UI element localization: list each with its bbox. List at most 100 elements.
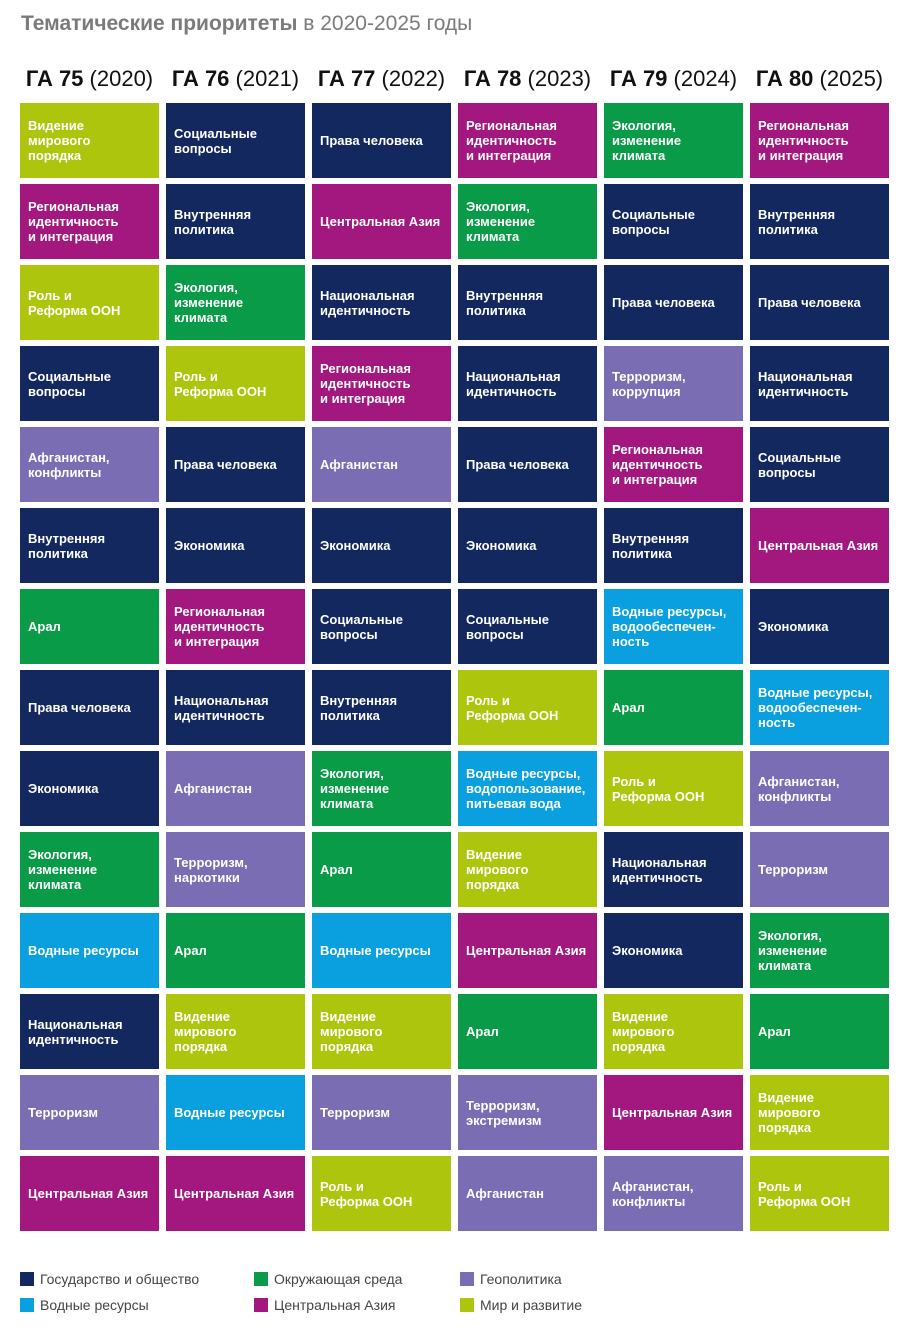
priority-cell: Социальные вопросы (312, 589, 451, 664)
priority-cell: Терроризм, экстремизм (458, 1075, 597, 1150)
priority-cell: Водные ресурсы, водообеспечен- ность (604, 589, 743, 664)
priority-cell: Видение мирового порядка (458, 832, 597, 907)
priority-cell: Экономика (166, 508, 305, 583)
priority-cell: Афганистан, конфликты (20, 427, 159, 502)
priority-cell: Центральная Азия (458, 913, 597, 988)
priority-cell: Водные ресурсы (166, 1075, 305, 1150)
column-header-session: ГА 75 (25, 66, 84, 91)
priority-cell: Права человека (312, 103, 451, 178)
legend-item: Центральная Азия (254, 1292, 460, 1318)
column-header-year: (2023) (521, 66, 592, 91)
priority-cell: Видение мирового порядка (20, 103, 159, 178)
priority-cell: Центральная Азия (312, 184, 451, 259)
priority-cell: Видение мирового порядка (312, 994, 451, 1069)
priority-cell: Права человека (458, 427, 597, 502)
priority-cell: Роль и Реформа ООН (458, 670, 597, 745)
column-header-year: (2025) (813, 66, 884, 91)
column-header-session: ГА 80 (755, 66, 814, 91)
priority-cell: Национальная идентичность (604, 832, 743, 907)
priority-cell: Экология, изменение климата (604, 103, 743, 178)
column-header-session: ГА 77 (317, 66, 376, 91)
page-title: Тематические приоритеты в 2020-2025 годы (21, 12, 472, 36)
priority-cell: Права человека (750, 265, 889, 340)
priority-cell: Видение мирового порядка (604, 994, 743, 1069)
legend-label: Центральная Азия (274, 1297, 396, 1313)
priority-cell: Региональная идентичность и интеграция (20, 184, 159, 259)
legend-item: Мир и развитие (460, 1292, 660, 1318)
priority-cell: Видение мирового порядка (166, 994, 305, 1069)
priority-cell: Терроризм (20, 1075, 159, 1150)
column-header: ГА 75 (2020) (20, 66, 159, 92)
priority-cell: Права человека (166, 427, 305, 502)
priority-cell: Арал (312, 832, 451, 907)
priority-cell: Социальные вопросы (750, 427, 889, 502)
column-headers: ГА 75 (2020) ГА 76 (2021) ГА 77 (2022) ГА 7… (20, 66, 889, 92)
legend-swatch (20, 1298, 34, 1312)
priority-cell: Афганистан (458, 1156, 597, 1231)
legend-item: Государство и общество (20, 1266, 254, 1292)
priority-cell: Роль и Реформа ООН (20, 265, 159, 340)
column-header-year: (2024) (667, 66, 738, 91)
priority-cell: Арал (750, 994, 889, 1069)
priority-cell: Арал (458, 994, 597, 1069)
priority-cell: Национальная идентичность (166, 670, 305, 745)
legend-item: Водные ресурсы (20, 1292, 254, 1318)
priority-cell: Права человека (20, 670, 159, 745)
priority-cell: Арал (604, 670, 743, 745)
priority-cell: Терроризм (750, 832, 889, 907)
priority-cell: Экономика (20, 751, 159, 826)
priority-cell: Афганистан (312, 427, 451, 502)
legend-item: Окружающая среда (254, 1266, 460, 1292)
column-header-session: ГА 76 (171, 66, 230, 91)
priority-cell: Внутренняя политика (20, 508, 159, 583)
priority-cell: Региональная идентичность и интеграция (312, 346, 451, 421)
priority-cell: Роль и Реформа ООН (750, 1156, 889, 1231)
column-header-session: ГА 78 (463, 66, 522, 91)
priority-cell: Экономика (312, 508, 451, 583)
page-title-rest: в 2020-2025 годы (297, 12, 473, 35)
priority-cell: Водные ресурсы (20, 913, 159, 988)
priority-cell: Внутренняя политика (458, 265, 597, 340)
priority-cell: Экономика (750, 589, 889, 664)
priority-cell: Водные ресурсы, водообеспечен- ность (750, 670, 889, 745)
legend-label: Геополитика (480, 1271, 562, 1287)
priority-cell: Социальные вопросы (20, 346, 159, 421)
priority-cell: Региональная идентичность и интеграция (750, 103, 889, 178)
priority-cell: Национальная идентичность (312, 265, 451, 340)
priority-cell: Внутренняя политика (166, 184, 305, 259)
priority-cell: Региональная идентичность и интеграция (458, 103, 597, 178)
priority-cell: Экология, изменение климата (750, 913, 889, 988)
column-header: ГА 79 (2024) (604, 66, 743, 92)
priority-cell: Афганистан, конфликты (604, 1156, 743, 1231)
column-header: ГА 80 (2025) (750, 66, 889, 92)
column-header-year: (2020) (83, 66, 154, 91)
column-header-year: (2021) (229, 66, 300, 91)
priority-cell: Социальные вопросы (166, 103, 305, 178)
priority-cell: Водные ресурсы (312, 913, 451, 988)
priority-cell: Социальные вопросы (458, 589, 597, 664)
legend-item: Геополитика (460, 1266, 660, 1292)
legend-swatch (20, 1272, 34, 1286)
priority-cell: Терроризм, коррупция (604, 346, 743, 421)
page-title-bold: Тематические приоритеты (21, 12, 298, 35)
priority-cell: Роль и Реформа ООН (166, 346, 305, 421)
priority-cell: Национальная идентичность (20, 994, 159, 1069)
priority-cell: Экология, изменение климата (20, 832, 159, 907)
priority-cell: Терроризм, наркотики (166, 832, 305, 907)
column-header-year: (2022) (375, 66, 446, 91)
priority-cell: Водные ресурсы, водопользование, питьева… (458, 751, 597, 826)
priority-cell: Региональная идентичность и интеграция (604, 427, 743, 502)
legend-swatch (460, 1298, 474, 1312)
priority-cell: Национальная идентичность (750, 346, 889, 421)
column-header: ГА 77 (2022) (312, 66, 451, 92)
priority-cell: Центральная Азия (166, 1156, 305, 1231)
legend-swatch (254, 1272, 268, 1286)
priority-cell: Арал (166, 913, 305, 988)
column-header: ГА 76 (2021) (166, 66, 305, 92)
legend-label: Государство и общество (40, 1271, 200, 1287)
priority-cell: Афганистан, конфликты (750, 751, 889, 826)
priority-cell: Экономика (458, 508, 597, 583)
priority-cell: Центральная Азия (604, 1075, 743, 1150)
priority-cell: Внутренняя политика (604, 508, 743, 583)
priority-cell: Внутренняя политика (312, 670, 451, 745)
